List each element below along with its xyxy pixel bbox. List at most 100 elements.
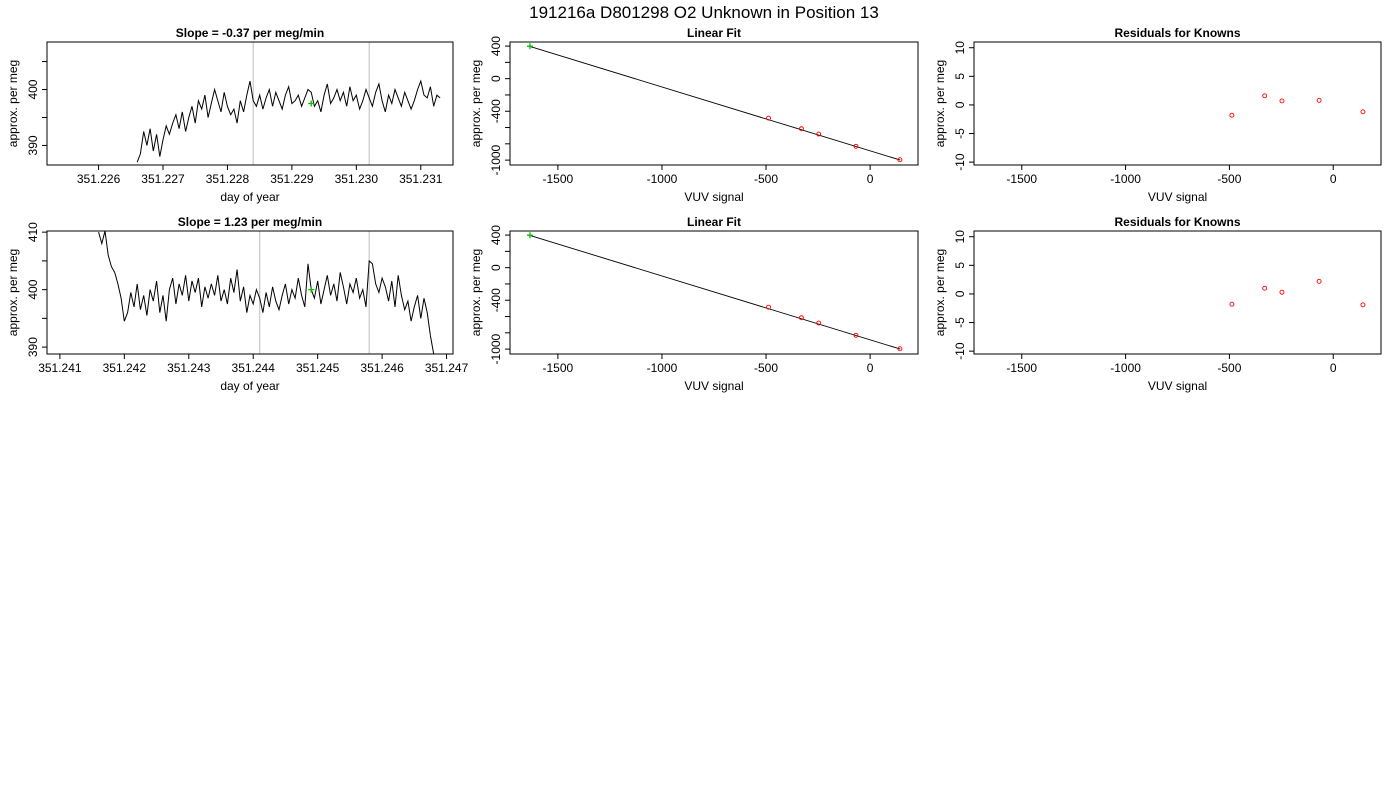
y-axis-label: approx. per meg xyxy=(6,60,20,147)
chart-title: Linear Fit xyxy=(687,215,741,229)
plot-area xyxy=(136,42,441,165)
x-axis-label: day of year xyxy=(220,379,279,393)
x-tick-label: 351.243 xyxy=(167,361,211,375)
x-tick-label: 0 xyxy=(867,361,874,375)
y-axis-label: approx. per meg xyxy=(469,249,483,336)
x-axis-label: VUV signal xyxy=(1148,379,1207,393)
known-point xyxy=(1229,301,1235,307)
plot-area xyxy=(526,43,903,163)
x-tick-label: -1000 xyxy=(1110,172,1141,186)
x-tick-label: 351.242 xyxy=(103,361,147,375)
x-tick-label: -500 xyxy=(1217,361,1241,375)
unknown-point xyxy=(526,232,533,239)
y-axis-label: approx. per meg xyxy=(933,60,947,147)
y-tick-label: 10 xyxy=(953,41,967,55)
y-axis-label: approx. per meg xyxy=(469,60,483,147)
known-point xyxy=(1262,93,1268,99)
known-point xyxy=(1262,285,1268,291)
x-tick-label: -500 xyxy=(1217,172,1241,186)
plot-area xyxy=(1229,278,1366,308)
y-tick-label: 0 xyxy=(953,290,967,297)
x-tick-label: -1500 xyxy=(1006,172,1037,186)
known-point xyxy=(816,320,822,326)
x-tick-label: 351.229 xyxy=(270,172,314,186)
y-tick-label: 5 xyxy=(953,73,967,80)
y-tick-label: -1000 xyxy=(489,144,503,175)
figure-title: 191216a D801298 O2 Unknown in Position 1… xyxy=(529,3,879,22)
y-tick-label: 0 xyxy=(489,75,503,82)
x-tick-label: 351.227 xyxy=(141,172,185,186)
x-tick-label: -1000 xyxy=(647,361,678,375)
plot-area xyxy=(1229,93,1366,118)
plot-frame xyxy=(973,41,1382,166)
fit-line xyxy=(528,45,901,161)
y-tick-label: -5 xyxy=(953,128,967,139)
known-point xyxy=(1279,289,1285,295)
plot-frame xyxy=(973,230,1382,355)
fit-line xyxy=(528,234,901,350)
chart-title: Linear Fit xyxy=(687,26,741,40)
known-point xyxy=(816,131,822,137)
chart-panel-4: Slope = 1.23 per meg/min 351.241 351.242 35… xyxy=(6,215,469,393)
y-tick-label: 410 xyxy=(26,222,40,242)
y-tick-label: 0 xyxy=(489,264,503,271)
known-point xyxy=(798,126,804,132)
known-point xyxy=(1316,97,1322,103)
chart-title: Slope = 1.23 per meg/min xyxy=(178,215,322,229)
x-tick-label: 351.244 xyxy=(232,361,276,375)
y-axis-label: approx. per meg xyxy=(6,249,20,336)
x-axis-label: VUV signal xyxy=(684,379,743,393)
y-tick-label: 400 xyxy=(26,279,40,299)
x-tick-label: -1500 xyxy=(543,361,574,375)
plot-area xyxy=(526,232,903,352)
chart-panel-2: Linear Fit -1500 -1000 -500 0 -1000 -400 0 400 VU… xyxy=(469,26,919,204)
unknown-point xyxy=(526,43,533,50)
x-tick-label: 0 xyxy=(1330,172,1337,186)
known-point xyxy=(1316,278,1322,284)
x-tick-label: 351.245 xyxy=(296,361,340,375)
x-tick-label: -500 xyxy=(754,361,778,375)
x-tick-label: -1500 xyxy=(543,172,574,186)
x-tick-label: 351.247 xyxy=(425,361,469,375)
x-tick-label: 351.241 xyxy=(38,361,82,375)
plot-frame xyxy=(46,41,454,166)
x-tick-label: -500 xyxy=(754,172,778,186)
y-tick-label: -10 xyxy=(953,153,967,171)
known-point xyxy=(1279,98,1285,104)
y-tick-label: 400 xyxy=(489,36,503,56)
known-point xyxy=(766,115,771,121)
data-line xyxy=(136,79,441,163)
y-tick-label: 390 xyxy=(26,337,40,357)
y-tick-label: 400 xyxy=(489,225,503,245)
known-point xyxy=(1360,302,1366,308)
y-tick-label: -5 xyxy=(953,317,967,328)
y-tick-label: -400 xyxy=(489,288,503,312)
chart-panels: Slope = -0.37 per meg/min 351.226 351.227 3… xyxy=(6,26,1382,393)
y-tick-label: -10 xyxy=(953,342,967,360)
known-point xyxy=(1229,112,1235,118)
known-point xyxy=(897,157,903,163)
x-tick-label: 351.230 xyxy=(335,172,379,186)
y-tick-label: -400 xyxy=(489,99,503,123)
x-tick-label: 351.228 xyxy=(206,172,250,186)
x-tick-label: 0 xyxy=(867,172,874,186)
known-point xyxy=(853,332,859,338)
x-tick-label: 351.226 xyxy=(77,172,121,186)
x-axis-label: VUV signal xyxy=(1148,190,1207,204)
plot-frame xyxy=(509,230,919,355)
unknown-point xyxy=(308,100,315,107)
x-tick-label: -1000 xyxy=(647,172,678,186)
known-point xyxy=(1360,109,1366,115)
x-axis-label: VUV signal xyxy=(684,190,743,204)
y-axis-label: approx. per meg xyxy=(933,249,947,336)
x-axis-label: day of year xyxy=(220,190,279,204)
plot-area xyxy=(47,231,435,354)
chart-panel-1: Slope = -0.37 per meg/min 351.226 351.227 3… xyxy=(6,26,454,204)
y-tick-label: 390 xyxy=(26,135,40,155)
known-point xyxy=(897,346,903,352)
data-line xyxy=(429,335,435,354)
chart-panel-3: Residuals for Knowns -1500 -1000 -500 0 -10 -5… xyxy=(933,26,1382,204)
y-tick-label: 0 xyxy=(953,101,967,108)
y-tick-label: 5 xyxy=(953,262,967,269)
